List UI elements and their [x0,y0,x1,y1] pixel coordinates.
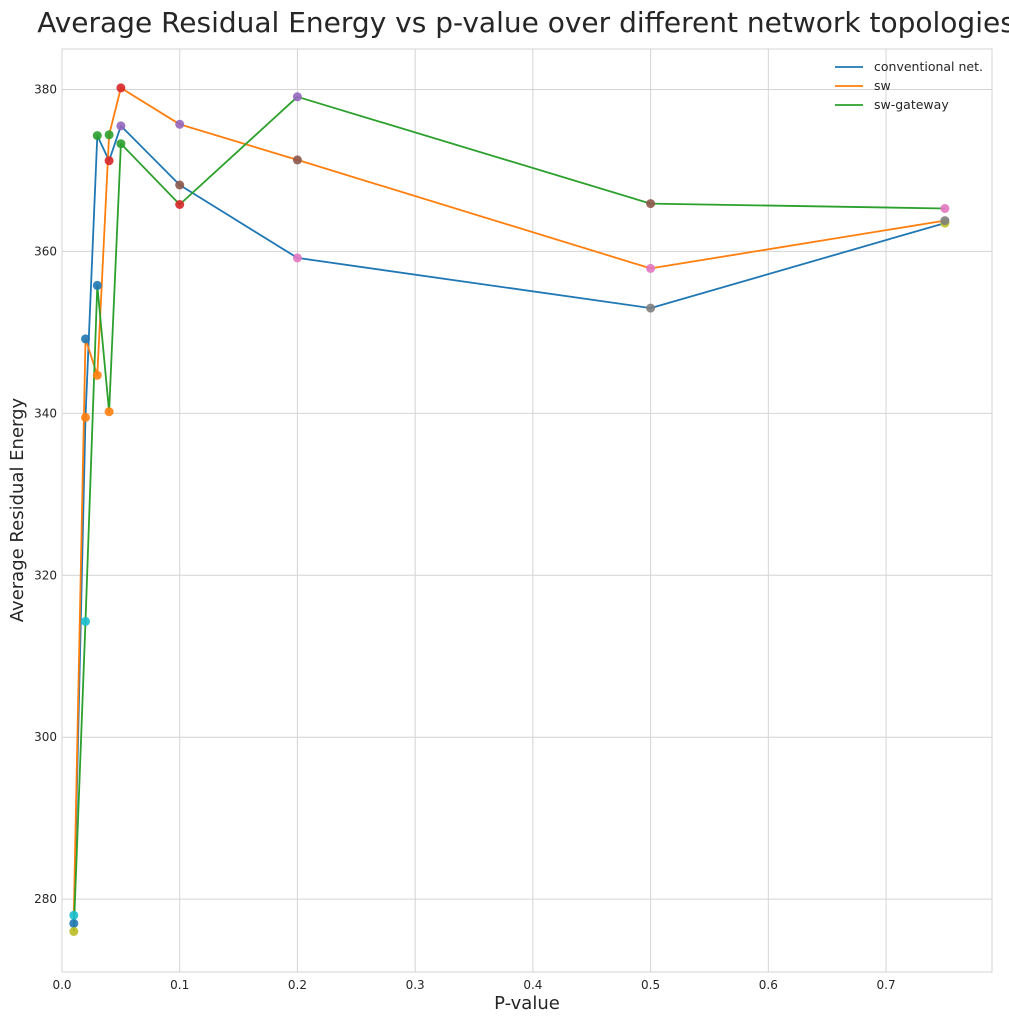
data-point [292,253,302,263]
grid [61,49,992,972]
data-point [104,156,114,166]
data-point [69,927,79,936]
x-tick-label: 0.3 [406,978,425,992]
series-markers [69,83,950,936]
data-point [92,280,102,290]
x-axis-label: P-value [494,993,560,1014]
data-point [116,83,126,93]
data-point [116,139,126,149]
y-tick-label: 340 [34,406,57,420]
plot-frame [61,48,993,973]
legend: conventional net. sw sw-gateway [835,59,983,112]
data-point [69,910,79,920]
chart-title: Average Residual Energy vs p-value over … [37,6,1009,39]
x-tick-label: 0.7 [877,978,896,992]
data-point [175,180,185,190]
x-tick-label: 0.2 [288,978,307,992]
x-tick-label: 0.0 [52,978,71,992]
x-tick-label: 0.4 [523,978,542,992]
data-point [646,199,656,209]
data-point [940,216,950,226]
data-point [104,407,114,417]
x-tick-label: 0.6 [759,978,778,992]
data-point [116,121,126,131]
x-tick-label: 0.1 [170,978,189,992]
data-point [92,370,102,380]
legend-label: sw [874,78,891,93]
legend-label: sw-gateway [874,97,949,112]
data-point [646,263,656,273]
y-tick-label: 320 [34,568,57,582]
series-line-1 [72,87,946,916]
x-tick-label: 0.5 [641,978,660,992]
data-point [104,130,114,140]
data-point [940,204,950,213]
series-line-2 [72,95,945,932]
y-tick-label: 360 [34,244,57,258]
y-tick-label: 380 [34,82,57,96]
data-point [69,918,79,928]
data-point [175,119,185,129]
y-axis-label: Average Residual Energy [7,397,28,622]
y-tick-label: 280 [34,892,57,906]
y-tick-label: 300 [34,730,57,744]
data-point [175,200,185,209]
tick-labels: 0.0 0.1 0.2 0.3 0.4 0.5 0.6 0.7 280 300 320 340 360 3… [34,82,896,992]
data-point [81,334,90,344]
data-point [292,155,302,165]
data-point [292,92,302,102]
series-lines [72,87,946,932]
series-line-0 [72,125,946,924]
legend-label: conventional net. [874,59,983,74]
data-point [646,303,656,313]
data-point [81,412,90,422]
data-point [81,616,90,626]
data-point [92,131,102,141]
